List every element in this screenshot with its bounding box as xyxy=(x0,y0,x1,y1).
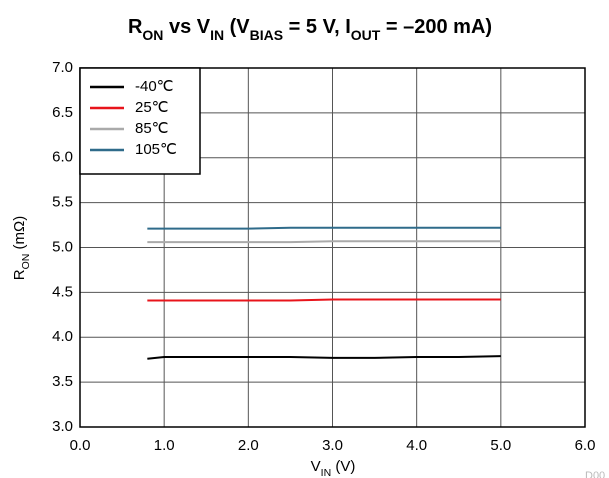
text-part: R xyxy=(128,16,143,38)
legend-label: -40℃ xyxy=(135,78,174,95)
y-tick-label: 5.5 xyxy=(52,194,73,211)
legend-label: 85℃ xyxy=(135,120,169,137)
text-part: ON xyxy=(142,27,163,43)
text-part: BIAS xyxy=(250,27,283,43)
legend-label: 25℃ xyxy=(135,99,169,116)
x-tick-label: 3.0 xyxy=(322,437,343,454)
chart-title: RON vs VIN (VBIAS = 5 V, IOUT = –200 mA) xyxy=(128,16,492,42)
figure-id: D00 xyxy=(585,470,605,478)
x-tick-label: 4.0 xyxy=(406,437,427,454)
text-part: = –200 mA) xyxy=(380,16,492,38)
text-part: = 5 V, I xyxy=(283,16,351,38)
data-line xyxy=(147,298,501,302)
x-tick-label: 5.0 xyxy=(490,437,511,454)
y-tick-label: 4.5 xyxy=(52,283,73,300)
text-part: R xyxy=(11,269,28,280)
text-part: IN xyxy=(321,467,332,478)
data-line xyxy=(147,226,501,230)
y-tick-label: 6.0 xyxy=(52,149,73,166)
text-part: OUT xyxy=(351,27,381,43)
data-line xyxy=(147,240,501,244)
text-part: (mΩ) xyxy=(11,216,28,254)
y-tick-label: 5.0 xyxy=(52,238,73,255)
x-tick-label: 2.0 xyxy=(238,437,259,454)
text-part: (V xyxy=(224,16,250,38)
y-tick-label: 6.5 xyxy=(52,104,73,121)
legend-box xyxy=(79,67,201,175)
text-part: vs V xyxy=(163,16,210,38)
text-part: (V) xyxy=(331,458,355,475)
y-tick-label: 7.0 xyxy=(52,59,73,76)
plot-border xyxy=(79,67,586,428)
legend-label: 105℃ xyxy=(135,141,177,158)
y-tick-label: 3.5 xyxy=(52,373,73,390)
text-part: V xyxy=(311,458,321,475)
x-tick-label: 6.0 xyxy=(575,437,596,454)
y-axis-label: RON (mΩ) xyxy=(11,216,32,280)
text-part: IN xyxy=(210,27,224,43)
text-part: ON xyxy=(20,254,32,270)
y-tick-label: 3.0 xyxy=(52,418,73,435)
x-tick-label: 0.0 xyxy=(70,437,91,454)
x-tick-label: 1.0 xyxy=(154,437,175,454)
y-tick-label: 4.0 xyxy=(52,328,73,345)
x-axis-label: VIN (V) xyxy=(311,458,356,478)
data-line xyxy=(147,355,501,360)
